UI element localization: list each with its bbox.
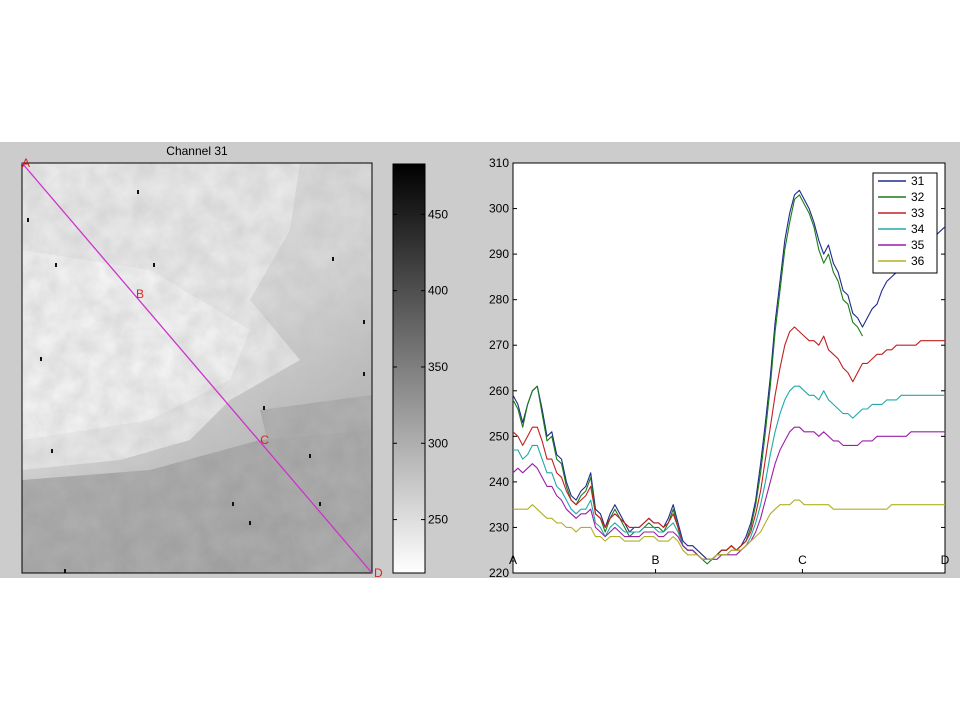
image-frame xyxy=(21,162,373,574)
y-tick-label: 230 xyxy=(489,520,509,534)
y-tick-label: 310 xyxy=(489,156,509,170)
x-tick-label: C xyxy=(798,553,807,567)
y-tick-label: 270 xyxy=(489,338,509,352)
y-tick-label: 240 xyxy=(489,475,509,489)
pixel-artifact xyxy=(309,454,311,458)
pixel-artifact xyxy=(40,357,42,361)
colorbar-tick-label: 450 xyxy=(428,207,448,221)
colorbar-tick-label: 350 xyxy=(428,360,448,374)
pixel-artifact xyxy=(51,449,53,453)
pixel-artifact xyxy=(319,502,321,506)
transect-label-a: A xyxy=(22,156,30,170)
pixel-artifact xyxy=(153,263,155,267)
series-line-36 xyxy=(513,499,945,560)
legend-label-35: 35 xyxy=(911,238,925,252)
y-tick-label: 300 xyxy=(489,202,509,216)
colorbar-tick-label: 400 xyxy=(428,284,448,298)
transect-label-c: C xyxy=(260,433,269,447)
transect-line xyxy=(21,162,373,574)
pixel-artifact xyxy=(232,502,234,506)
pixel-artifact xyxy=(64,569,66,573)
colorbar-ticks: 250 300 350 400 450 xyxy=(393,207,448,527)
pixel-artifact xyxy=(249,521,251,525)
legend-label-36: 36 xyxy=(911,254,925,268)
y-tick-label: 250 xyxy=(489,429,509,443)
pixel-artifact xyxy=(137,190,139,194)
x-axis: A B C D xyxy=(509,553,950,573)
pixel-artifact xyxy=(363,372,365,376)
legend: 31 32 33 34 35 36 xyxy=(872,172,938,274)
colorbar xyxy=(392,163,426,574)
y-axis: 220 230 240 250 260 270 280 290 300 310 xyxy=(489,156,945,580)
series-line-33 xyxy=(512,326,945,560)
y-tick-label: 220 xyxy=(489,566,509,580)
legend-label-32: 32 xyxy=(911,190,925,204)
transect-labels: A B C D xyxy=(22,156,383,580)
series-line-35 xyxy=(512,426,945,560)
y-tick-label: 290 xyxy=(489,247,509,261)
y-tick-label: 280 xyxy=(489,293,509,307)
series-lines xyxy=(512,189,946,565)
x-tick-label: A xyxy=(509,553,517,567)
legend-label-33: 33 xyxy=(911,206,925,220)
colorbar-tick-label: 250 xyxy=(428,513,448,527)
transect-label-d: D xyxy=(374,566,383,580)
pixel-artifact xyxy=(55,263,57,267)
pixel-artifact xyxy=(332,257,334,261)
transect-label-b: B xyxy=(136,287,144,301)
legend-label-34: 34 xyxy=(911,222,925,236)
y-tick-label: 260 xyxy=(489,384,509,398)
x-tick-label: D xyxy=(941,553,950,567)
legend-box xyxy=(872,172,938,274)
pixel-artifact xyxy=(263,406,265,410)
x-tick-label: B xyxy=(652,553,660,567)
legend-label-31: 31 xyxy=(911,174,925,188)
pixel-artifact xyxy=(363,320,365,324)
image-title: Channel 31 xyxy=(166,144,228,158)
pixel-artifact xyxy=(27,218,29,222)
colorbar-tick-label: 300 xyxy=(428,436,448,450)
image-pixel-artifacts xyxy=(27,190,365,573)
